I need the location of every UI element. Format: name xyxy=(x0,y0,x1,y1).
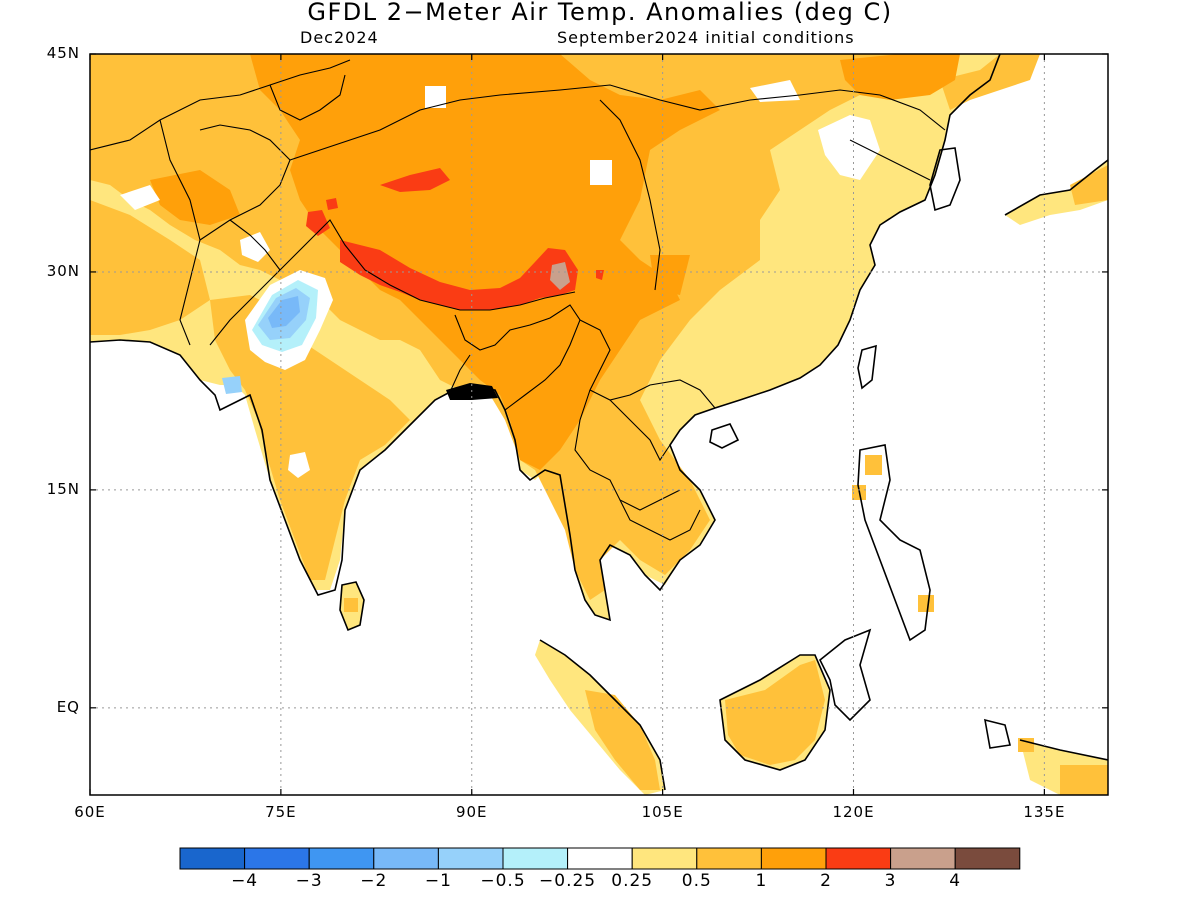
colorbar-swatch xyxy=(696,847,762,870)
anomaly-region xyxy=(326,198,338,210)
colorbar-swatch xyxy=(437,847,504,870)
anomaly-region xyxy=(210,295,410,580)
colorbar-swatch xyxy=(567,847,633,870)
anomaly-region xyxy=(120,185,160,210)
axis-ticks xyxy=(89,53,1108,795)
lon-tick-label: 75E xyxy=(265,803,297,821)
colorbar-swatch xyxy=(502,847,569,870)
colorbar xyxy=(179,847,1021,870)
coastline xyxy=(539,639,666,791)
border xyxy=(269,74,346,121)
coastline xyxy=(339,581,365,632)
border xyxy=(449,354,471,393)
colorbar-label: 0.25 xyxy=(611,871,654,891)
colorbar-swatch xyxy=(954,847,1021,870)
anomaly-region xyxy=(596,270,604,280)
border xyxy=(454,304,581,411)
colorbar-label: 0.5 xyxy=(681,871,712,891)
coastlines xyxy=(90,54,1108,791)
border xyxy=(90,59,351,151)
map-frame xyxy=(89,53,1109,796)
colorbar-label: −4 xyxy=(231,871,259,891)
lat-tick-label: EQ xyxy=(56,697,80,716)
anomaly-region xyxy=(268,296,300,328)
map-title: GFDL 2−Meter Air Temp. Anomalies (deg C) xyxy=(307,0,893,26)
cool-anomaly xyxy=(120,80,880,478)
anomaly-region xyxy=(306,210,330,236)
anomaly-region xyxy=(725,660,825,765)
lon-tick-label: 135E xyxy=(1023,803,1066,821)
anomaly-3-to-4 xyxy=(306,168,604,310)
anomaly-region xyxy=(585,690,660,790)
colorbar-label: −2 xyxy=(360,871,388,891)
anomaly-region xyxy=(590,160,612,185)
coastline xyxy=(719,654,831,771)
anomaly-region xyxy=(222,376,242,394)
colorbar-label: −0.5 xyxy=(480,871,526,891)
border xyxy=(849,139,931,181)
anomaly-region xyxy=(1060,765,1108,795)
border xyxy=(609,399,671,462)
anomaly-region xyxy=(340,240,578,310)
anomaly-region xyxy=(425,86,446,108)
anomaly-region xyxy=(940,54,1040,110)
colorbar-swatch xyxy=(825,847,892,870)
coastline xyxy=(709,423,740,449)
colorbar-label: 1 xyxy=(755,871,768,891)
colorbar-label: −0.25 xyxy=(539,871,597,891)
colorbar-label: −1 xyxy=(424,871,452,891)
anomaly-region xyxy=(840,54,960,100)
coastline xyxy=(929,147,961,212)
forecast-month: Dec2024 xyxy=(300,28,379,47)
coastline xyxy=(1019,739,1108,761)
border xyxy=(619,499,701,541)
coastline xyxy=(857,444,931,642)
anomaly-region xyxy=(288,452,310,478)
lon-tick-label: 120E xyxy=(832,803,875,821)
colorbar-label: 2 xyxy=(820,871,832,891)
colorbar-swatch xyxy=(890,847,956,870)
border xyxy=(229,219,281,271)
anomaly-region xyxy=(240,232,270,262)
anomaly-region xyxy=(90,200,210,335)
lat-tick-label: 45N xyxy=(46,44,80,62)
colorbar-label: 3 xyxy=(884,871,897,891)
lon-tick-label: 105E xyxy=(641,803,684,821)
lat-tick-label: 15N xyxy=(46,479,80,498)
colorbar-swatch xyxy=(631,847,698,870)
anomaly-region xyxy=(818,115,880,180)
lon-tick-label: 60E xyxy=(74,803,106,821)
anomaly-region xyxy=(380,168,450,192)
anomaly-above-4 xyxy=(550,262,570,290)
colorbar-swatch xyxy=(244,847,310,870)
anomaly-region xyxy=(344,598,358,612)
lat-tick-label: 30N xyxy=(46,261,80,280)
coastline xyxy=(1004,159,1108,216)
coastline xyxy=(857,344,877,390)
colorbar-swatch xyxy=(373,847,439,870)
anomaly-region xyxy=(550,262,570,290)
anomaly-region xyxy=(650,255,690,295)
colorbar-swatch xyxy=(308,847,375,870)
anomaly-region xyxy=(1018,738,1034,752)
colorbar-swatch xyxy=(179,847,246,870)
colorbar-swatch xyxy=(760,847,827,870)
coastline xyxy=(983,718,1011,749)
anomaly-region xyxy=(150,170,240,225)
colorbar-label: 4 xyxy=(949,871,962,891)
initial-conditions: September2024 initial conditions xyxy=(557,28,855,47)
anomaly-region xyxy=(918,595,934,612)
anomaly-region xyxy=(1070,165,1108,205)
grid-lines xyxy=(90,54,1108,795)
colorbar-label: −3 xyxy=(295,871,323,891)
border xyxy=(599,99,661,291)
coastline xyxy=(90,54,1001,622)
anomaly-region xyxy=(865,455,882,475)
lon-tick-label: 90E xyxy=(455,803,488,821)
border xyxy=(209,219,576,346)
border xyxy=(574,389,681,511)
